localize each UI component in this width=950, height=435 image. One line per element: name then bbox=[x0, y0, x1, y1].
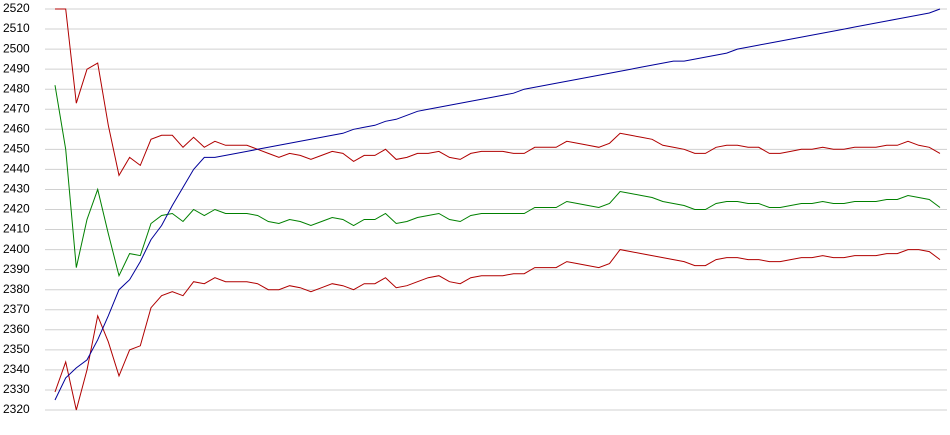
y-tick-label: 2400 bbox=[3, 242, 30, 256]
y-tick-label: 2430 bbox=[3, 182, 30, 196]
y-tick-label: 2330 bbox=[3, 382, 30, 396]
y-tick-label: 2460 bbox=[3, 121, 30, 135]
y-tick-label: 2410 bbox=[3, 222, 30, 236]
series-line bbox=[55, 8, 941, 177]
y-tick-label: 2480 bbox=[3, 81, 30, 95]
y-tick-label: 2490 bbox=[3, 61, 30, 75]
y-tick-label: 2350 bbox=[3, 342, 30, 356]
y-tick-label: 2510 bbox=[3, 21, 30, 35]
y-tick-label: 2500 bbox=[3, 41, 30, 55]
series-line bbox=[54, 8, 941, 401]
y-tick-label: 2390 bbox=[3, 262, 30, 276]
y-tick-label: 2440 bbox=[3, 162, 30, 176]
series-line bbox=[54, 249, 941, 411]
y-tick-label: 2470 bbox=[3, 101, 30, 115]
y-tick-label: 2520 bbox=[3, 1, 30, 15]
y-tick-label: 2380 bbox=[3, 282, 30, 296]
y-tick-label: 2360 bbox=[3, 322, 30, 336]
y-tick-label: 2450 bbox=[3, 142, 30, 156]
y-tick-label: 2320 bbox=[3, 402, 30, 416]
y-tick-label: 2340 bbox=[3, 362, 30, 376]
y-tick-label: 2420 bbox=[3, 202, 30, 216]
series-line bbox=[54, 85, 941, 278]
y-tick-label: 2370 bbox=[3, 302, 30, 316]
